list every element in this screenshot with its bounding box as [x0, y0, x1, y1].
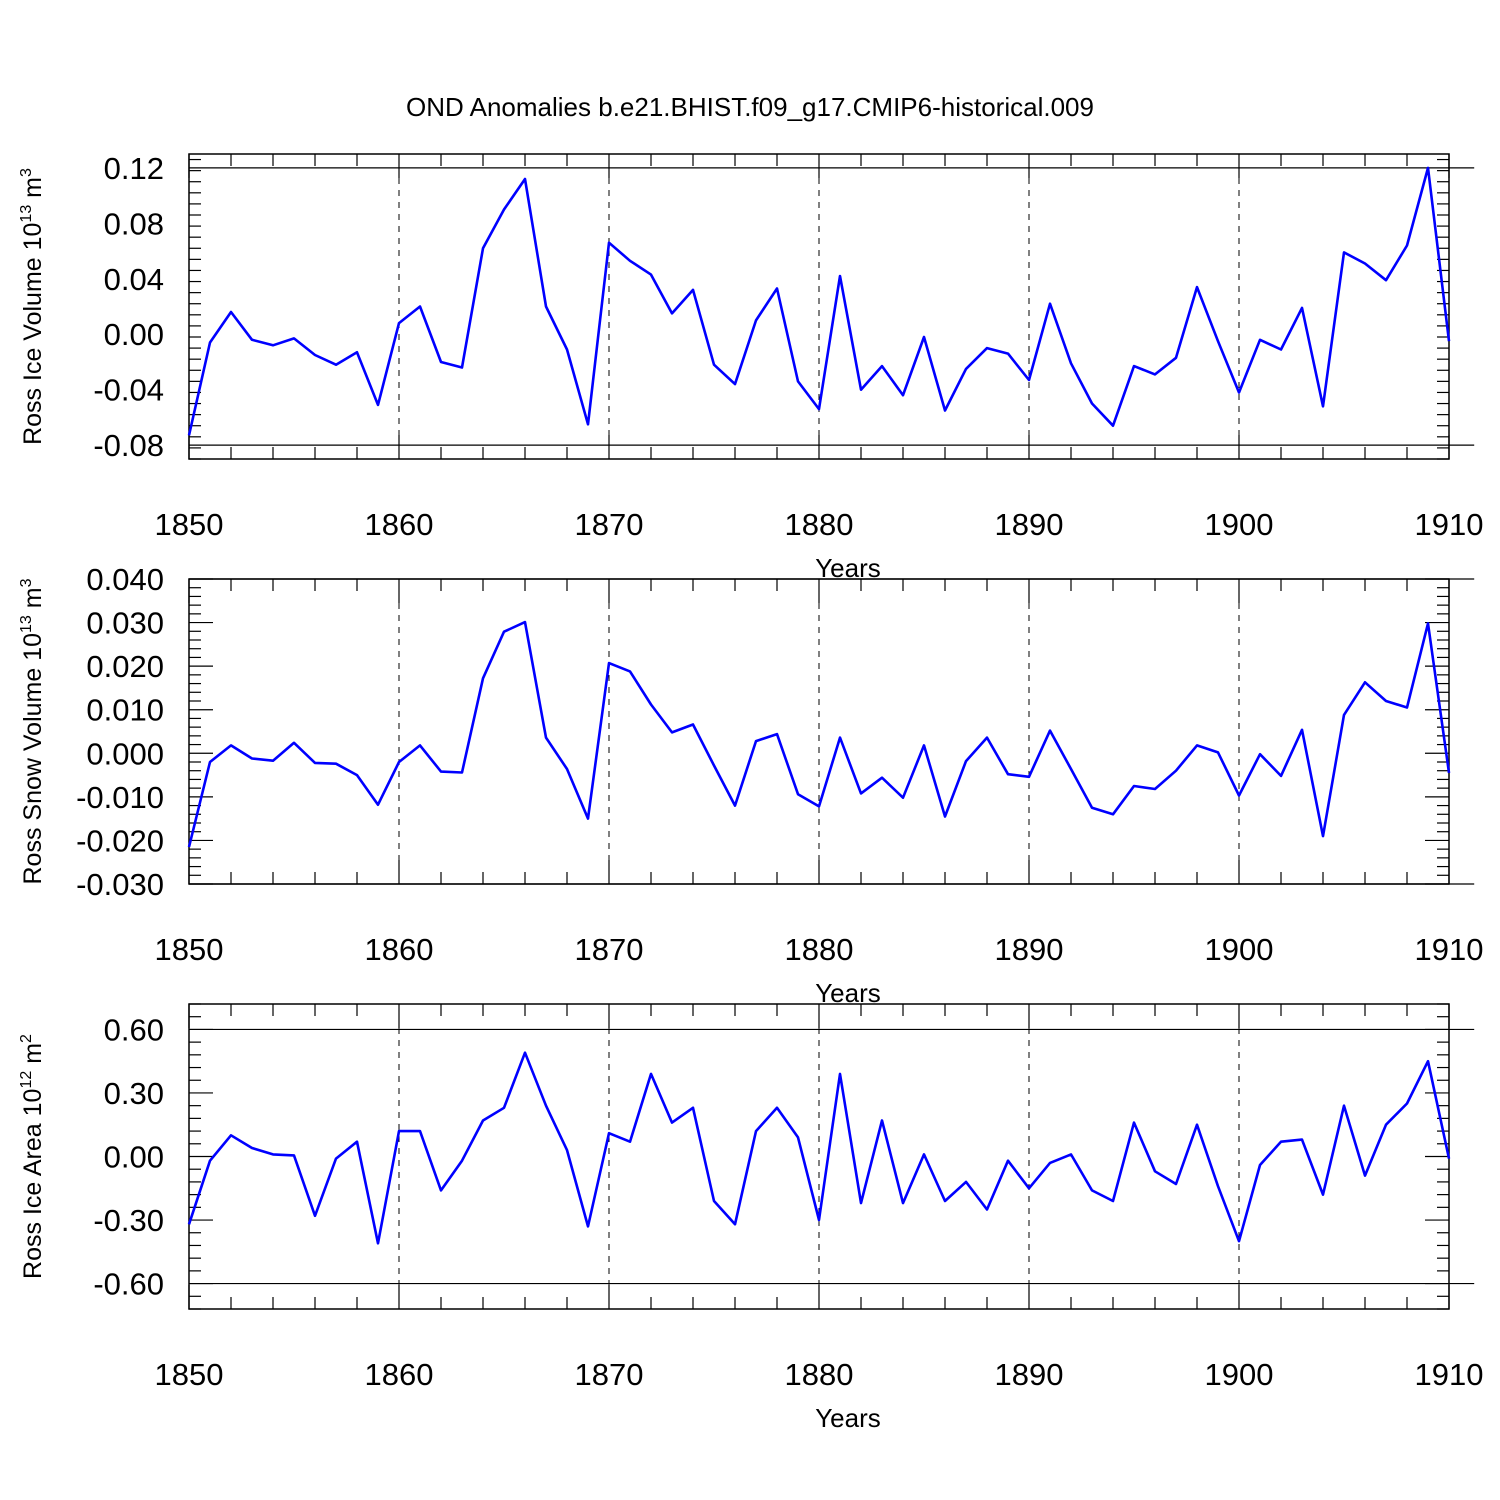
x-tick-label: 1850: [155, 507, 224, 542]
y-tick-label: 0.08: [104, 206, 164, 241]
x-tick-label: 1860: [365, 507, 434, 542]
y-tick-label: -0.04: [93, 373, 164, 408]
y-tick-label: -0.60: [93, 1267, 164, 1302]
y-tick-label: 0.00: [104, 1140, 164, 1175]
x-tick-label: 1890: [995, 1357, 1064, 1392]
y-tick-label: -0.020: [76, 823, 164, 858]
y-tick-label: 0.010: [86, 693, 164, 728]
y-tick-label: 0.00: [104, 317, 164, 352]
y-tick-label: -0.08: [93, 428, 164, 463]
x-tick-label: 1860: [365, 932, 434, 967]
x-tick-label: 1880: [785, 1357, 854, 1392]
y-tick-label: 0.040: [86, 562, 164, 597]
y-tick-label: 0.60: [104, 1012, 164, 1047]
y-tick-label: -0.030: [76, 867, 164, 902]
x-tick-label: 1880: [785, 507, 854, 542]
x-tick-label: 1850: [155, 932, 224, 967]
x-tick-label: 1860: [365, 1357, 434, 1392]
y-tick-label: 0.30: [104, 1076, 164, 1111]
panel-ice-volume: 1850 1860 1870 1880 1890 1900 1910 Years -0.08 -0…: [18, 151, 1483, 583]
y-tick-label: -0.30: [93, 1203, 164, 1238]
x-axis-label: Years: [815, 553, 881, 583]
y-axis-label: Ross Ice Area 1012 m2: [18, 1034, 47, 1279]
y-tick-label: 0.12: [104, 151, 164, 186]
y-tick-label: 0.04: [104, 262, 164, 297]
plot-frame: [188, 578, 1450, 885]
x-tick-label: 1880: [785, 932, 854, 967]
x-tick-label: 1900: [1205, 1357, 1274, 1392]
x-tick-label: 1890: [995, 932, 1064, 967]
y-tick-label: 0.000: [86, 736, 164, 771]
x-tick-label: 1870: [575, 1357, 644, 1392]
y-axis-label: Ross Ice Volume 1013 m3: [18, 168, 47, 445]
x-tick-label: 1910: [1415, 932, 1484, 967]
chart-title: OND Anomalies b.e21.BHIST.f09_g17.CMIP6-…: [406, 92, 1094, 122]
plot-frame: [188, 153, 1450, 460]
y-tick-label: 0.020: [86, 649, 164, 684]
x-tick-label: 1870: [575, 507, 644, 542]
x-tick-label: 1870: [575, 932, 644, 967]
x-tick-label: 1900: [1205, 932, 1274, 967]
x-tick-label: 1910: [1415, 507, 1484, 542]
y-tick-label: -0.010: [76, 780, 164, 815]
x-axis-label: Years: [815, 1403, 881, 1433]
x-tick-label: 1900: [1205, 507, 1274, 542]
panel-snow-volume: 1850 1860 1870 1880 1890 1900 1910 Years -0.030 -…: [18, 562, 1483, 1008]
panel-ice-area: 1850 1860 1870 1880 1890 1900 1910 Years -0.60 -0…: [18, 1003, 1484, 1433]
plot-frame: [188, 1003, 1450, 1310]
x-tick-label: 1850: [155, 1357, 224, 1392]
x-axis-label: Years: [815, 978, 881, 1008]
series-line-ice-area: [187, 1051, 1451, 1245]
y-axis-label: Ross Snow Volume 1013 m3: [18, 578, 47, 884]
y-tick-label: 0.030: [86, 606, 164, 641]
x-tick-label: 1890: [995, 507, 1064, 542]
x-tick-label: 1910: [1415, 1357, 1484, 1392]
